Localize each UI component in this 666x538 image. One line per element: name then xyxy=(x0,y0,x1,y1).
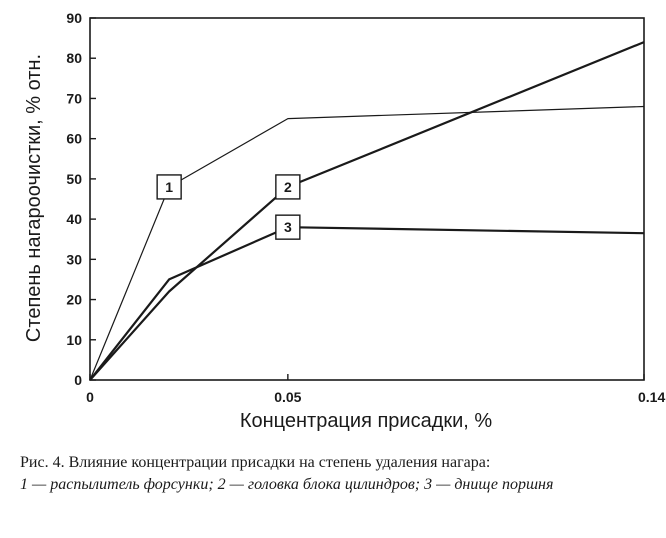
y-tick-label-10: 10 xyxy=(66,332,82,348)
y-tick-label-0: 0 xyxy=(74,372,82,388)
series-2-line xyxy=(89,41,645,381)
figure-caption: Рис. 4. Влияние концентрации присадки на… xyxy=(20,452,660,496)
series-2-label-box xyxy=(275,174,301,200)
y-tick-label-20: 20 xyxy=(66,292,82,308)
chart: 0 10 20 30 40 50 60 70 80 90 0 0.05 0.14 1 2 3 Концент… xyxy=(23,10,665,432)
y-tick-label-30: 30 xyxy=(66,251,82,267)
y-tick-label-70: 70 xyxy=(66,90,82,106)
x-tick-label-0: 0 xyxy=(86,389,94,405)
y-tick-label-60: 60 xyxy=(66,131,82,147)
x-axis-title: Концентрация присадки, % xyxy=(240,410,493,432)
series-1-label-text: 1 xyxy=(165,179,173,195)
caption-legend: 1 — распылитель форсунки; 2 — головка бл… xyxy=(20,476,554,493)
series-lines xyxy=(89,41,645,381)
x-tick-label-2: 0.14 xyxy=(638,389,665,405)
series-1-line xyxy=(89,105,645,381)
axes: 0 10 20 30 40 50 60 70 80 90 0 0.05 0.14 xyxy=(66,10,665,405)
x-tick-label-1: 0.05 xyxy=(274,389,301,405)
y-tick-label-40: 40 xyxy=(66,211,82,227)
series-1-label-box xyxy=(156,174,182,200)
y-tick-label-50: 50 xyxy=(66,171,82,187)
series-labels: 1 2 3 xyxy=(156,174,301,240)
series-3-label-text: 3 xyxy=(284,219,292,235)
series-3-label-box xyxy=(275,214,301,240)
series-1-label: 1 xyxy=(156,174,182,200)
caption-title: Рис. 4. Влияние концентрации присадки на… xyxy=(20,454,491,471)
y-tick-label-90: 90 xyxy=(66,10,82,26)
series-2-label: 2 xyxy=(275,174,301,200)
y-axis-title: Степень нагароочистки, % отн. xyxy=(23,54,45,342)
y-tick-label-80: 80 xyxy=(66,50,82,66)
series-3-line xyxy=(89,226,645,381)
series-2-label-text: 2 xyxy=(284,179,292,195)
series-3-label: 3 xyxy=(275,214,301,240)
plot-frame xyxy=(89,17,645,381)
